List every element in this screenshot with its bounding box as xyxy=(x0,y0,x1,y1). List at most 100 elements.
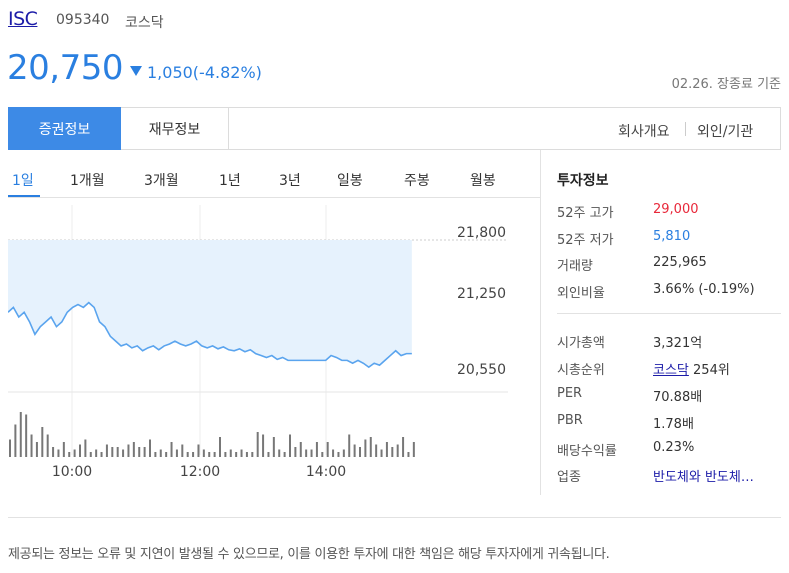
volume-bar xyxy=(111,447,114,457)
volume-bar xyxy=(375,444,378,457)
volume-bar xyxy=(299,442,302,457)
period-tab-3m[interactable]: 3개월 xyxy=(144,173,179,189)
volume-bar xyxy=(326,442,329,457)
volume-bar xyxy=(391,447,394,457)
divider xyxy=(8,197,540,198)
intraday-chart: 21,800 21,250 20,550 10:00 12:00 14:00 xyxy=(8,205,508,480)
price-line xyxy=(8,301,412,369)
volume-bar xyxy=(105,444,108,457)
volume-bar xyxy=(19,412,22,457)
volume-bar xyxy=(154,452,157,457)
volume-bar xyxy=(41,427,44,457)
x-tick-label: 10:00 xyxy=(52,464,92,480)
volume-bar xyxy=(262,434,265,457)
volume-bar xyxy=(52,447,55,457)
tab-finance[interactable]: 재무정보 xyxy=(121,107,229,150)
link-divider xyxy=(685,122,686,136)
info-label: 배당수익률 xyxy=(557,444,617,459)
volume-bar xyxy=(116,447,119,457)
volume-bar xyxy=(294,447,297,457)
x-tick-label: 14:00 xyxy=(306,464,346,480)
volume-bar xyxy=(57,449,60,457)
divider xyxy=(540,150,541,495)
volume-bar xyxy=(219,437,221,457)
volume-bar xyxy=(332,449,335,457)
volume-bar xyxy=(165,452,168,457)
info-label: 외인비율 xyxy=(557,286,605,301)
disclaimer-notice: 제공되는 정보는 오류 및 지연이 발생될 수 있으므로, 이를 이용한 투자에… xyxy=(8,547,610,562)
info-value-52w-high: 29,000 xyxy=(653,202,699,217)
invest-info-title: 투자정보 xyxy=(557,173,609,189)
period-tab-1d[interactable]: 1일 xyxy=(12,173,34,189)
info-label: PBR xyxy=(557,413,583,428)
volume-bar xyxy=(25,414,28,457)
volume-bar xyxy=(208,452,211,457)
volume-bar xyxy=(170,442,173,457)
stock-name-link[interactable]: ISC xyxy=(8,8,38,30)
divider xyxy=(8,517,781,518)
period-tab-weekly[interactable]: 주봉 xyxy=(404,173,430,189)
volume-bar xyxy=(359,447,361,457)
volume-bar xyxy=(138,447,141,457)
period-tab-monthly[interactable]: 월봉 xyxy=(470,173,496,189)
volume-bar xyxy=(181,444,184,457)
volume-bar xyxy=(380,449,383,457)
foreign-institution-link[interactable]: 외인/기관 xyxy=(697,124,754,140)
volume-bar xyxy=(89,452,92,457)
volume-bar xyxy=(213,452,216,457)
x-tick-label: 12:00 xyxy=(180,464,220,480)
tab-securities[interactable]: 증권정보 xyxy=(8,107,121,150)
volume-bar xyxy=(149,439,151,457)
info-value-52w-low: 5,810 xyxy=(653,229,691,244)
volume-bar xyxy=(315,442,318,457)
period-tab-3y[interactable]: 3년 xyxy=(279,173,301,189)
info-value-market-cap: 3,321억 xyxy=(653,336,703,351)
volume-bar xyxy=(235,452,238,457)
info-label: PER xyxy=(557,386,583,401)
rank-text: 254위 xyxy=(688,363,730,378)
volume-bar xyxy=(229,449,232,457)
volume-bar xyxy=(385,442,388,457)
volume-bar xyxy=(202,449,205,457)
industry-link[interactable]: 반도체와 반도체… xyxy=(653,470,754,485)
info-label: 52주 저가 xyxy=(557,233,614,248)
volume-bar xyxy=(224,452,227,457)
volume-bar xyxy=(369,437,372,457)
info-label: 52주 고가 xyxy=(557,206,614,221)
volume-bar xyxy=(310,449,313,457)
volume-bar xyxy=(337,452,340,457)
volume-bar xyxy=(272,437,275,457)
divider xyxy=(557,313,781,314)
volume-bar xyxy=(240,449,243,457)
volume-bar xyxy=(245,452,248,457)
volume-bar xyxy=(68,452,71,457)
volume-bar xyxy=(84,439,87,457)
volume-bar xyxy=(197,444,200,457)
info-label: 시총순위 xyxy=(557,363,605,378)
period-tab-daily[interactable]: 일봉 xyxy=(337,173,363,189)
volume-bar xyxy=(283,452,286,457)
period-tab-1y[interactable]: 1년 xyxy=(219,173,241,189)
company-overview-link[interactable]: 회사개요 xyxy=(618,124,670,140)
info-value-foreign-ratio: 3.66% (-0.19%) xyxy=(653,282,755,297)
volume-bar xyxy=(14,424,17,457)
info-label: 업종 xyxy=(557,470,581,485)
volume-bar xyxy=(95,449,98,457)
volume-bar xyxy=(251,452,254,457)
volume-bar xyxy=(186,452,189,457)
volume-bar xyxy=(342,449,345,457)
volume-bar xyxy=(396,444,399,457)
volume-bar xyxy=(364,439,367,457)
volume-bar xyxy=(9,439,11,457)
volume-bar xyxy=(100,452,103,457)
period-tab-1m[interactable]: 1개월 xyxy=(70,173,105,189)
volume-bar xyxy=(79,444,81,457)
market-link[interactable]: 코스닥 xyxy=(653,363,689,378)
volume-bars xyxy=(9,412,415,457)
y-tick-label: 20,550 xyxy=(457,362,506,378)
volume-bar xyxy=(175,449,178,457)
volume-bar xyxy=(267,452,270,457)
info-value-volume: 225,965 xyxy=(653,255,707,270)
volume-bar xyxy=(289,434,291,457)
date-note: 02.26. 장종료 기준 xyxy=(671,77,781,92)
